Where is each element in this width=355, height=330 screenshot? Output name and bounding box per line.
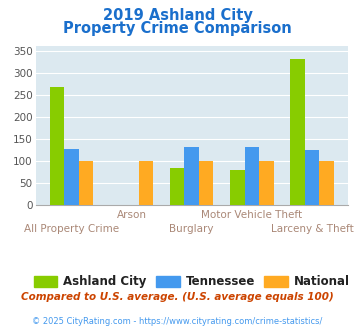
Text: © 2025 CityRating.com - https://www.cityrating.com/crime-statistics/: © 2025 CityRating.com - https://www.city… xyxy=(32,317,323,326)
Legend: Ashland City, Tennessee, National: Ashland City, Tennessee, National xyxy=(29,271,355,293)
Bar xyxy=(170,168,185,205)
Bar xyxy=(185,148,199,205)
Bar xyxy=(290,58,305,205)
Text: Arson: Arson xyxy=(116,210,147,220)
Bar xyxy=(199,161,213,205)
Text: Burglary: Burglary xyxy=(169,224,214,234)
Text: 2019 Ashland City: 2019 Ashland City xyxy=(103,8,252,23)
Text: All Property Crime: All Property Crime xyxy=(24,224,119,234)
Bar xyxy=(319,161,334,205)
Bar xyxy=(50,87,64,205)
Bar xyxy=(305,150,319,205)
Bar xyxy=(64,149,78,205)
Text: Larceny & Theft: Larceny & Theft xyxy=(271,224,354,234)
Bar xyxy=(230,170,245,205)
Text: Compared to U.S. average. (U.S. average equals 100): Compared to U.S. average. (U.S. average … xyxy=(21,292,334,302)
Text: Motor Vehicle Theft: Motor Vehicle Theft xyxy=(201,210,302,220)
Bar xyxy=(139,161,153,205)
Bar xyxy=(78,161,93,205)
Bar xyxy=(259,161,274,205)
Text: Property Crime Comparison: Property Crime Comparison xyxy=(63,21,292,36)
Bar xyxy=(245,148,259,205)
